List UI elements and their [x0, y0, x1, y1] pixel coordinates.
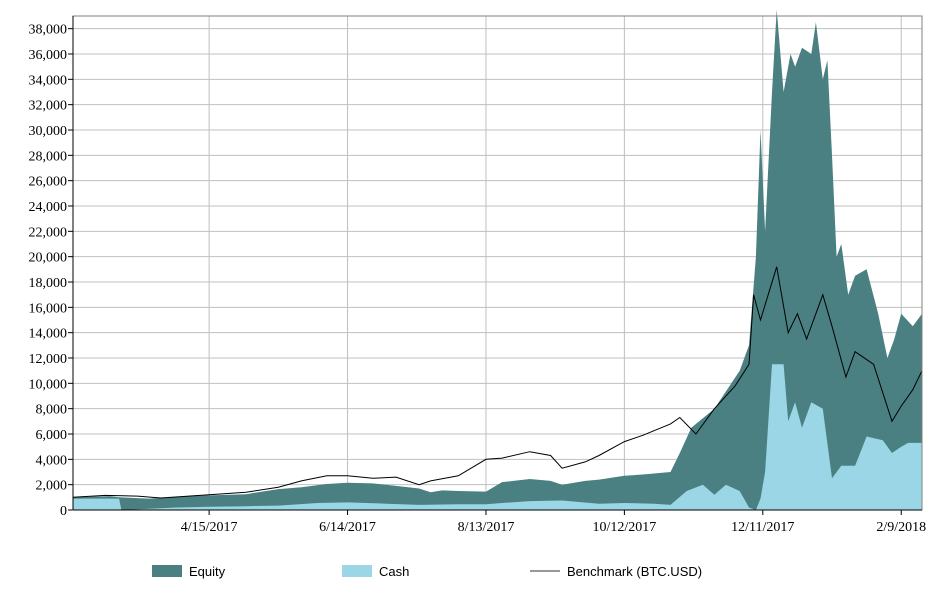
legend-swatch [152, 565, 182, 577]
y-tick-label: 2,000 [36, 479, 68, 494]
y-tick-label: 6,000 [36, 428, 68, 443]
series-area-cash [73, 364, 922, 510]
y-tick-label: 24,000 [29, 200, 68, 215]
y-tick-label: 20,000 [29, 251, 68, 266]
y-tick-label: 8,000 [36, 403, 68, 418]
x-tick-label: 6/14/2017 [319, 520, 376, 535]
y-tick-label: 26,000 [29, 175, 68, 190]
x-tick-label: 12/11/2017 [731, 520, 794, 535]
series-area-equity [73, 9, 922, 510]
y-tick-label: 38,000 [29, 23, 68, 38]
series [72, 9, 923, 510]
y-tick-label: 14,000 [29, 327, 68, 342]
y-tick-label: 36,000 [29, 48, 68, 63]
y-tick-label: 32,000 [29, 99, 68, 114]
x-tick-label: 4/15/2017 [181, 520, 238, 535]
y-tick-label: 12,000 [29, 352, 68, 367]
legend-swatch [342, 565, 372, 577]
axes [68, 15, 923, 515]
y-tick-label: 34,000 [29, 73, 68, 88]
legend-label: Equity [189, 564, 226, 579]
tick-labels: 0 2,000 4,000 6,000 8,000 10,000 12,000 14,000 1… [29, 23, 927, 535]
y-tick-label: 4,000 [36, 453, 68, 468]
y-tick-label: 28,000 [29, 149, 68, 164]
legend-label: Benchmark (BTC.USD) [567, 564, 702, 579]
x-tick-label: 2/9/2018 [876, 520, 926, 535]
y-tick-label: 16,000 [29, 301, 68, 316]
x-tick-label: 10/12/2017 [592, 520, 656, 535]
y-tick-label: 22,000 [29, 225, 68, 240]
legend-label: Cash [379, 564, 409, 579]
y-tick-label: 30,000 [29, 124, 68, 139]
y-tick-label: 0 [60, 504, 67, 519]
y-tick-label: 18,000 [29, 276, 68, 291]
series-line-benchmark [72, 266, 923, 499]
x-tick-label: 8/13/2017 [458, 520, 515, 535]
y-tick-label: 10,000 [29, 377, 68, 392]
legend: Equity Cash Benchmark (BTC.USD) [152, 564, 702, 579]
